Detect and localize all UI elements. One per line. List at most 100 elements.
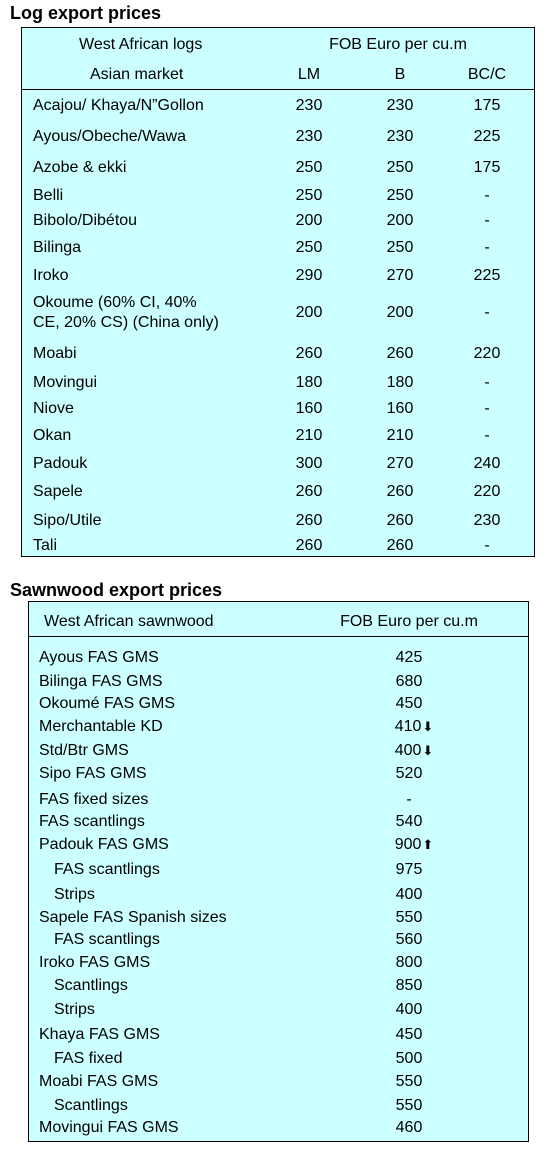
log-row-bcc-price: -: [484, 187, 490, 204]
sawnwood-row-price-cell: 410⬇: [395, 717, 434, 736]
log-row-species: Azobe & ekki: [33, 159, 127, 176]
sawnwood-row-price-cell: -: [406, 790, 411, 809]
sawnwood-row-species: FAS fixed: [54, 1050, 123, 1067]
log-row-b-price: 250: [386, 187, 414, 204]
log-row-lm-price: 230: [295, 128, 323, 145]
log-row-b-price: 200: [386, 304, 414, 321]
log-row-bcc-price: 225: [473, 128, 501, 145]
log-row-bcc-price: 220: [473, 483, 501, 500]
sawnwood-row-species: FAS scantlings: [54, 931, 160, 948]
log-row-species: Ayous/Obeche/Wawa: [33, 128, 186, 145]
log-row-bcc-price: 220: [473, 345, 501, 362]
log-row-species: Sapele: [33, 483, 83, 500]
sawnwood-row-price-cell: 550: [396, 908, 423, 927]
sawnwood-row-price: 540: [395, 813, 423, 830]
sawnwood-row-price: 460: [395, 1119, 423, 1136]
log-row-b-price: 250: [386, 159, 414, 176]
log-row-lm-price: 200: [295, 212, 323, 229]
log-row-lm-price: 260: [295, 345, 323, 362]
sawnwood-row-price: 550: [395, 1073, 423, 1090]
log-row-b-price: 260: [386, 512, 414, 529]
log-row-bcc-price: 175: [473, 159, 501, 176]
sawnwood-row-price: 975: [395, 861, 423, 878]
log-row-species: Tali: [33, 537, 58, 554]
sawnwood-row-price-cell: 550: [396, 1096, 423, 1115]
log-row-lm-price: 260: [295, 537, 323, 554]
sawnwood-row-price-cell: 425: [396, 648, 423, 667]
sawnwood-row-species: Moabi FAS GMS: [39, 1073, 159, 1090]
log-row-b-price: 260: [386, 537, 414, 554]
sawnwood-row-price: 400: [394, 742, 422, 759]
log-row-lm-price: 260: [295, 483, 323, 500]
sawnwood-row-price: 520: [395, 765, 423, 782]
sawnwood-row-price: 400: [395, 1001, 423, 1018]
sawnwood-row-species: Strips: [54, 1001, 95, 1018]
log-row-b-price: 180: [386, 374, 414, 391]
sawnwood-row-price-cell: 450: [396, 694, 423, 713]
sawnwood-row-price: 550: [395, 909, 423, 926]
sawnwood-row-price-cell: 900⬆: [395, 835, 434, 854]
sawnwood-row-price-cell: 450: [396, 1025, 423, 1044]
sawnwood-row-species: Sipo FAS GMS: [39, 765, 147, 782]
sawnwood-row-price: 560: [395, 931, 423, 948]
log-row-species: Iroko: [33, 267, 69, 284]
arrow-up-icon: ⬆: [422, 837, 434, 852]
sawnwood-row-species: Strips: [54, 886, 95, 903]
log-row-lm-price: 250: [295, 187, 323, 204]
log-row-bcc-price: 230: [473, 512, 501, 529]
sawnwood-row-species: FAS scantlings: [39, 813, 145, 830]
sawnwood-prices-table: West African sawnwood FOB Euro per cu.m …: [28, 601, 529, 1142]
log-row-b-price: 270: [386, 267, 414, 284]
log-row-bcc-price: -: [484, 212, 490, 229]
sawnwood-row-price-cell: 500: [396, 1049, 423, 1068]
log-row-b-price: 210: [386, 427, 414, 444]
log-row-species: Acajou/ Khaya/N”Gollon: [33, 97, 204, 114]
sawnwood-row-price: 450: [395, 1026, 423, 1043]
log-row-species: Okan: [33, 427, 72, 444]
log-row-species: Moabi: [33, 345, 77, 362]
sawnwood-row-price: 900: [394, 836, 422, 853]
sawnwood-row-species: Movingui FAS GMS: [39, 1119, 179, 1136]
log-row-b-price: 250: [386, 239, 414, 256]
log-row-b-price: 260: [386, 345, 414, 362]
sawnwood-row-price: 500: [395, 1050, 423, 1067]
log-header-b: B: [394, 66, 406, 83]
sawnwood-row-species: Khaya FAS GMS: [39, 1026, 160, 1043]
sawnwood-row-species: Ayous FAS GMS: [39, 649, 159, 666]
log-row-bcc-price: -: [484, 537, 490, 554]
log-row-lm-price: 180: [295, 374, 323, 391]
arrow-down-icon: ⬇: [422, 743, 434, 758]
sawnwood-row-price: 425: [395, 649, 423, 666]
log-header-market: Asian market: [90, 66, 184, 83]
sawnwood-row-price-cell: 550: [396, 1072, 423, 1091]
sawnwood-row-species: FAS fixed sizes: [39, 791, 149, 808]
sawnwood-row-price-cell: 800: [396, 953, 423, 972]
log-row-lm-price: 200: [295, 304, 323, 321]
sawnwood-row-price: 450: [395, 695, 423, 712]
sawnwood-row-species: Padouk FAS GMS: [39, 836, 169, 853]
log-row-b-price: 270: [386, 455, 414, 472]
sawnwood-row-price-cell: 540: [396, 812, 423, 831]
log-header-lm: LM: [297, 66, 321, 83]
log-row-bcc-price: 225: [473, 267, 501, 284]
sawnwood-row-price: 400: [395, 886, 423, 903]
sawnwood-section-title: Sawnwood export prices: [10, 580, 223, 600]
sawnwood-row-price: 550: [395, 1097, 423, 1114]
log-row-species: Bibolo/Dibétou: [33, 212, 138, 229]
sawnwood-header-species: West African sawnwood: [44, 613, 214, 630]
sawnwood-row-price-cell: 400⬇: [395, 741, 434, 760]
log-row-lm-price: 260: [295, 512, 323, 529]
log-row-lm-price: 210: [295, 427, 323, 444]
sawnwood-header-fob: FOB Euro per cu.m: [340, 613, 478, 630]
log-row-lm-price: 230: [295, 97, 323, 114]
sawnwood-row-species: Scantlings: [54, 1097, 128, 1114]
sawnwood-row-species: Sapele FAS Spanish sizes: [39, 909, 227, 926]
log-header-divider: [22, 89, 534, 90]
sawnwood-row-price: 680: [395, 673, 423, 690]
log-row-species: Movingui: [33, 374, 98, 391]
log-section-title: Log export prices: [10, 3, 162, 23]
log-row-species: Okoume (60% CI, 40%: [33, 294, 197, 311]
log-row-lm-price: 250: [295, 159, 323, 176]
log-row-species: Belli: [33, 187, 64, 204]
log-row-b-price: 230: [386, 97, 414, 114]
